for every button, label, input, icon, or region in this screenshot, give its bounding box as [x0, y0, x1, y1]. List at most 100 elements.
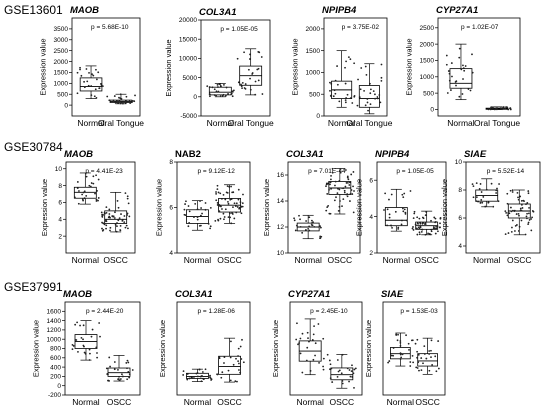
sample-point: [448, 72, 451, 75]
sample-point: [415, 227, 417, 230]
sample-point: [455, 84, 457, 87]
p-value-label: p = 1.05E-05: [396, 168, 434, 175]
sample-point: [314, 342, 317, 345]
sample-point: [411, 355, 414, 357]
sample-point: [97, 199, 99, 202]
sample-point: [301, 231, 304, 234]
category-label: OSCC: [217, 397, 242, 407]
sample-point: [350, 370, 353, 373]
sample-point: [128, 373, 131, 376]
sample-point: [471, 183, 474, 185]
sample-point: [200, 380, 203, 383]
y-tick-label: 500: [423, 90, 434, 97]
sample-point: [237, 360, 240, 363]
sample-point: [210, 379, 213, 381]
boxplot-panel-7: COL3A1 p = 7.01E-44 10 12 14 16 Expression val…: [262, 149, 361, 265]
sample-point: [526, 201, 529, 204]
sample-point: [305, 359, 308, 362]
sample-point: [518, 225, 521, 228]
sample-point: [308, 229, 311, 232]
sample-point: [328, 188, 330, 191]
sample-point: [403, 208, 406, 211]
sample-point: [387, 361, 390, 364]
sample-point: [430, 219, 432, 222]
sample-point: [99, 83, 102, 85]
sample-point: [223, 218, 225, 221]
y-tick-label: 1000: [54, 81, 69, 88]
sample-point: [386, 224, 389, 227]
sample-point: [200, 207, 202, 209]
sample-point: [422, 362, 424, 365]
sample-point: [102, 228, 105, 231]
y-tick-label: 6: [458, 215, 462, 222]
sample-point: [214, 219, 217, 222]
sample-point: [299, 225, 302, 228]
sample-point: [356, 104, 359, 107]
sample-point: [478, 187, 481, 190]
sample-point: [207, 222, 210, 225]
sample-point: [450, 62, 453, 64]
sample-point: [520, 209, 523, 212]
sample-point: [73, 196, 76, 199]
sample-point: [96, 78, 98, 81]
y-tick-label: 4: [369, 214, 373, 221]
sample-point: [230, 340, 232, 343]
sample-point: [346, 367, 349, 370]
sample-point: [233, 217, 236, 220]
sample-point: [77, 350, 79, 353]
sample-point: [353, 190, 355, 192]
y-tick-label: 0: [57, 383, 61, 390]
sample-point: [480, 199, 483, 201]
sample-point: [325, 209, 328, 212]
sample-point: [363, 89, 365, 92]
plot-frame: [289, 301, 363, 396]
sample-point: [204, 202, 207, 204]
sample-point: [236, 57, 239, 60]
sample-point: [215, 191, 217, 193]
sample-point: [353, 95, 356, 97]
sample-point: [341, 382, 344, 385]
sample-point: [424, 214, 427, 217]
sample-point: [395, 334, 398, 336]
sample-point: [319, 226, 322, 229]
sample-point: [223, 356, 226, 359]
sample-point: [479, 201, 482, 204]
sample-point: [419, 225, 422, 227]
sample-point: [199, 214, 202, 217]
sample-point: [78, 190, 80, 192]
sample-point: [235, 211, 238, 214]
sample-point: [402, 196, 405, 199]
sample-point: [317, 323, 320, 325]
sample-point: [90, 85, 93, 87]
sample-point: [416, 233, 419, 236]
sample-point: [418, 217, 421, 220]
sample-point: [208, 93, 211, 96]
sample-point: [413, 212, 416, 215]
sample-point: [349, 200, 351, 202]
sample-point: [430, 356, 432, 358]
sample-point: [513, 210, 516, 212]
sample-point: [230, 222, 233, 225]
sample-point: [128, 100, 131, 103]
sample-point: [224, 198, 227, 201]
sample-point: [342, 198, 345, 201]
sample-point: [293, 217, 295, 220]
category-label: Oral Tongue: [98, 118, 144, 128]
sample-point: [241, 87, 243, 90]
sample-point: [495, 192, 498, 194]
sample-point: [85, 195, 88, 197]
sample-point: [350, 189, 353, 191]
y-tick-label: 0: [430, 107, 434, 114]
gene-title: SIAE: [464, 149, 487, 160]
box-iqr: [358, 85, 380, 108]
sample-point: [341, 205, 343, 208]
y-tick-label: 400: [50, 364, 61, 371]
sample-point: [209, 206, 212, 209]
sample-point: [424, 221, 427, 224]
sample-point: [228, 212, 231, 215]
sample-point: [319, 237, 322, 240]
sample-point: [471, 71, 474, 74]
category-label: Normal: [184, 397, 212, 407]
sample-point: [404, 213, 407, 215]
sample-point: [187, 225, 190, 228]
